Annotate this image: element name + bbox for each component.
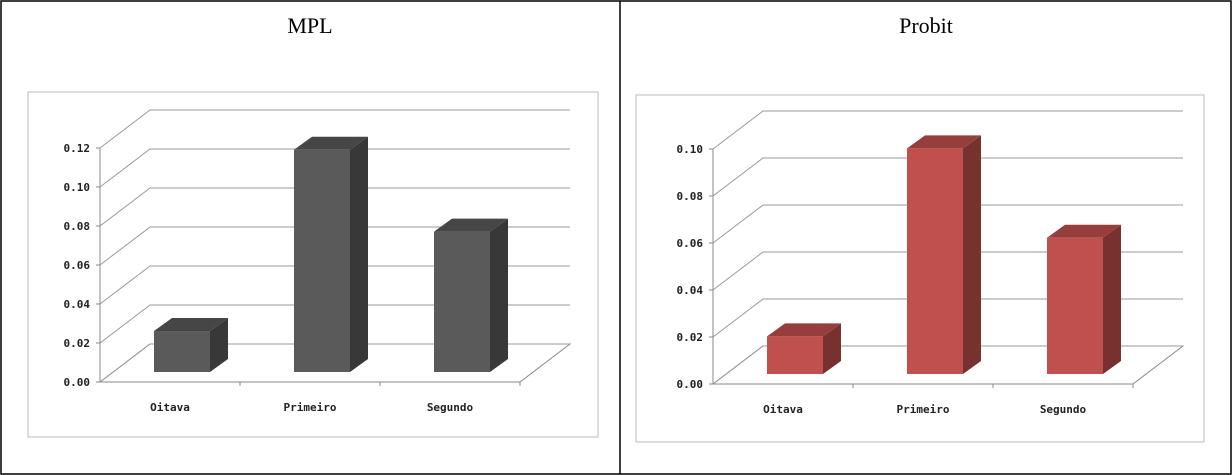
bar-top — [1047, 224, 1121, 238]
x-tick-label: Oitava — [763, 403, 803, 416]
bar-side — [1103, 224, 1121, 374]
x-tick-label: Primeiro — [897, 403, 950, 416]
bar — [434, 231, 490, 372]
grid-line — [712, 157, 1183, 197]
bar-side — [823, 323, 841, 374]
chart-title: Probit — [899, 13, 953, 38]
bar-side — [963, 135, 981, 374]
x-tick-label: Segundo — [1040, 403, 1087, 416]
grid-line — [712, 298, 1183, 338]
bar-top — [767, 323, 841, 337]
x-tick-label: Segundo — [427, 401, 474, 414]
bar-top — [294, 136, 368, 150]
grid-line — [99, 226, 570, 266]
grid-line — [99, 109, 570, 149]
x-tick-label: Oitava — [150, 401, 190, 414]
y-tick-label: 0.00 — [677, 378, 704, 391]
grid-line — [712, 345, 1183, 385]
bar — [154, 331, 210, 372]
y-tick-label: 0.06 — [677, 237, 704, 250]
grid-line — [712, 204, 1183, 244]
y-tick-label: 0.04 — [64, 298, 91, 311]
y-tick-label: 0.10 — [677, 143, 704, 156]
x-tick-label: Primeiro — [284, 401, 337, 414]
y-tick-label: 0.02 — [64, 337, 91, 350]
grid-line — [99, 265, 570, 305]
y-tick-label: 0.10 — [64, 181, 91, 194]
grid-line — [99, 148, 570, 188]
bar — [907, 148, 963, 374]
bar-top — [907, 135, 981, 149]
bar — [767, 336, 823, 374]
grid-line — [712, 251, 1183, 291]
chart-title: MPL — [287, 13, 332, 38]
bar-top — [434, 218, 508, 232]
bar — [1047, 237, 1103, 374]
grid-line — [99, 187, 570, 227]
y-tick-label: 0.08 — [677, 190, 704, 203]
y-tick-label: 0.12 — [64, 142, 91, 155]
grid-line — [99, 304, 570, 344]
y-tick-label: 0.04 — [677, 284, 704, 297]
bar-top — [154, 318, 228, 332]
bar-side — [490, 218, 508, 372]
y-tick-label: 0.06 — [64, 259, 91, 272]
y-tick-label: 0.02 — [677, 331, 704, 344]
grid-line — [712, 110, 1183, 150]
bar — [294, 149, 350, 372]
y-tick-label: 0.08 — [64, 220, 91, 233]
bar-side — [210, 318, 228, 372]
y-tick-label: 0.00 — [64, 376, 91, 389]
grid-line — [99, 343, 570, 383]
bar-side — [350, 136, 368, 372]
